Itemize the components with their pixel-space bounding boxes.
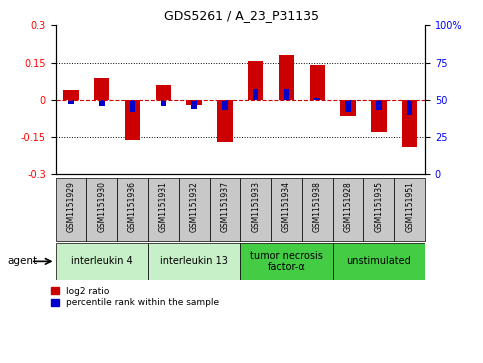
Bar [284, 89, 289, 100]
Bar [56, 243, 148, 280]
Bar [345, 100, 351, 112]
Bar [364, 178, 394, 241]
Bar [314, 98, 320, 100]
Text: GSM1151930: GSM1151930 [97, 181, 106, 232]
Bar [240, 178, 271, 241]
Bar [125, 100, 140, 139]
Bar [271, 178, 302, 241]
Bar [402, 100, 417, 147]
Bar [210, 178, 240, 241]
Bar [99, 100, 104, 106]
Text: GSM1151935: GSM1151935 [374, 181, 384, 232]
Bar [56, 178, 86, 241]
Bar [333, 243, 425, 280]
Text: GSM1151932: GSM1151932 [190, 181, 199, 232]
Bar [371, 100, 386, 132]
Text: GSM1151931: GSM1151931 [159, 181, 168, 232]
Text: GSM1151934: GSM1151934 [282, 181, 291, 232]
Bar [240, 243, 333, 280]
Bar [333, 178, 364, 241]
Text: interleukin 13: interleukin 13 [160, 256, 228, 266]
Text: tumor necrosis
factor-α: tumor necrosis factor-α [250, 250, 323, 272]
Bar [222, 100, 227, 110]
Bar [148, 178, 179, 241]
Text: GSM1151933: GSM1151933 [251, 181, 260, 232]
Text: GSM1151937: GSM1151937 [220, 181, 229, 232]
Legend: log2 ratio, percentile rank within the sample: log2 ratio, percentile rank within the s… [50, 286, 220, 308]
Bar [186, 100, 202, 105]
Bar [302, 178, 333, 241]
Bar [68, 100, 74, 104]
Text: GSM1151928: GSM1151928 [343, 181, 353, 232]
Bar [376, 100, 382, 110]
Bar [217, 100, 233, 142]
Bar [191, 100, 197, 109]
Text: GSM1151951: GSM1151951 [405, 181, 414, 232]
Bar [160, 100, 166, 106]
Bar [94, 77, 110, 100]
Bar [394, 178, 425, 241]
Bar [279, 55, 294, 100]
Text: GSM1151929: GSM1151929 [67, 181, 75, 232]
Bar [148, 243, 241, 280]
Text: GSM1151938: GSM1151938 [313, 181, 322, 232]
Text: GSM1151936: GSM1151936 [128, 181, 137, 232]
Bar [117, 178, 148, 241]
Bar [86, 178, 117, 241]
Bar [341, 100, 356, 116]
Text: unstimulated: unstimulated [346, 256, 411, 266]
Bar [63, 90, 79, 100]
Bar [310, 65, 325, 100]
Bar [130, 100, 135, 112]
Bar [407, 100, 412, 115]
Text: agent: agent [7, 256, 37, 266]
Bar [156, 85, 171, 100]
Bar [179, 178, 210, 241]
Bar [248, 61, 263, 100]
Bar [253, 89, 258, 100]
Text: interleukin 4: interleukin 4 [71, 256, 133, 266]
Text: GDS5261 / A_23_P31135: GDS5261 / A_23_P31135 [164, 9, 319, 22]
